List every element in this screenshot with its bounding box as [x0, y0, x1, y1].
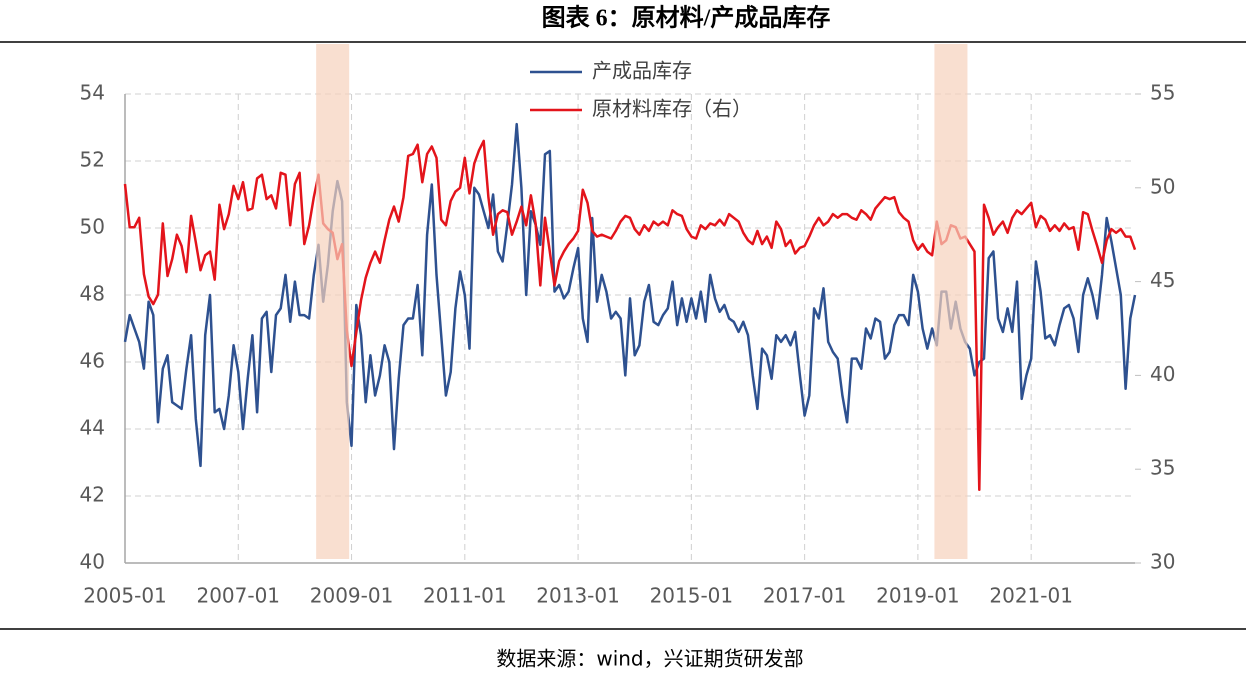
y-tick-label: 50 [80, 215, 105, 239]
x-tick-label: 2011-01 [423, 584, 507, 608]
y2-tick-label: 40 [1150, 362, 1175, 386]
y2-tick-label: 35 [1150, 456, 1175, 480]
x-tick-label: 2015-01 [650, 584, 734, 608]
x-tick-label: 2021-01 [989, 584, 1073, 608]
y-tick-label: 48 [80, 282, 105, 306]
y-tick-label: 46 [80, 349, 105, 373]
chart-title: 图表 6：原材料/产成品库存 [542, 4, 831, 32]
y2-tick-label: 45 [1150, 268, 1175, 292]
y-tick-label: 44 [80, 416, 105, 440]
y2-tick-label: 50 [1150, 174, 1175, 198]
source: 数据来源：wind，兴证期货研发部 [496, 647, 803, 671]
y-tick-label: 54 [80, 81, 105, 105]
y-tick-label: 52 [80, 148, 105, 172]
y-tick-label: 40 [80, 550, 105, 574]
y-tick-label: 42 [80, 483, 105, 507]
x-tick-label: 2017-01 [763, 584, 847, 608]
x-tick-label: 2019-01 [876, 584, 960, 608]
legend-label: 产成品库存 [592, 59, 692, 83]
y2-tick-label: 30 [1150, 550, 1175, 574]
x-tick-label: 2013-01 [536, 584, 620, 608]
shaded-period [934, 44, 968, 559]
legend-label: 原材料库存（右） [592, 97, 752, 121]
x-tick-label: 2009-01 [310, 584, 394, 608]
y2-tick-label: 55 [1150, 81, 1175, 105]
shaded-period [316, 44, 350, 559]
x-tick-label: 2007-01 [196, 584, 280, 608]
x-tick-label: 2005-01 [83, 584, 167, 608]
